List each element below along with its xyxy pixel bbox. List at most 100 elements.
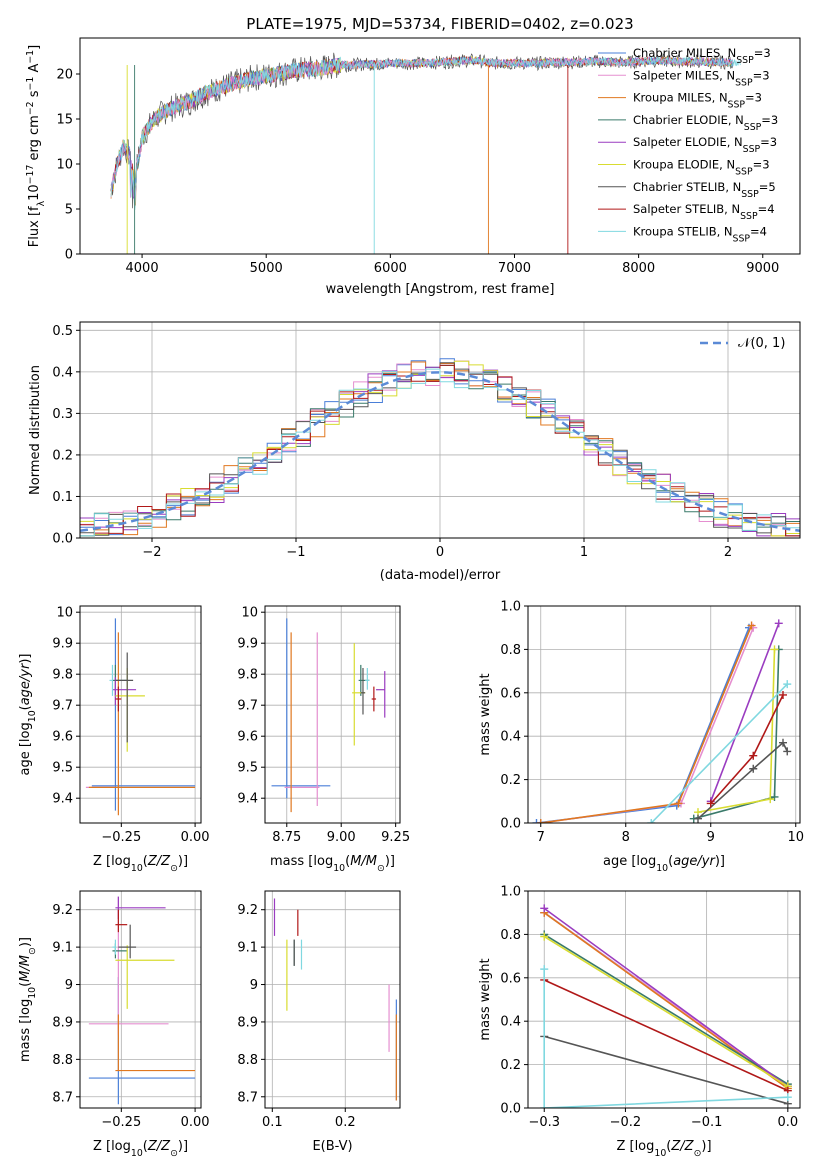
x-tick-label: −1 bbox=[286, 545, 305, 560]
legend-entry: Kroupa ELODIE, NSSP=3 bbox=[633, 158, 770, 178]
y-tick-label: 8.9 bbox=[52, 1015, 73, 1030]
x-tick-label: −0.2 bbox=[610, 1115, 642, 1130]
spectrum-ylabel-part: λ bbox=[36, 200, 47, 206]
y-tick-label: 0.5 bbox=[52, 324, 73, 339]
age-vs-Z-ylabel-part: age/yr bbox=[18, 662, 33, 705]
massweight-vs-age-xlabel-part: age [ bbox=[603, 854, 636, 869]
massweight-vs-Z-xlabel-part: ⊙ bbox=[694, 1148, 702, 1159]
axes-frame bbox=[79, 890, 202, 1109]
legend-entry-part: Salpeter STELIB, N bbox=[633, 202, 740, 216]
mass-vs-Z-xlabel-part: )] bbox=[178, 1139, 188, 1154]
mass-vs-Z-xlabel-part: ( bbox=[143, 1139, 148, 1154]
massweight-vs-age-xlabel-part: 10 bbox=[656, 863, 668, 874]
y-tick-label: 0.0 bbox=[52, 532, 73, 547]
legend-entry-part: SSP bbox=[735, 77, 753, 88]
y-tick-label: 9.9 bbox=[237, 637, 258, 652]
age-vs-Z-ylabel-part: age [ bbox=[18, 742, 33, 775]
weight-point bbox=[706, 799, 715, 808]
weight-series bbox=[543, 1035, 789, 1105]
axes-frame bbox=[264, 890, 401, 1109]
y-tick-label: 1.0 bbox=[500, 600, 521, 615]
weight-point bbox=[747, 621, 756, 630]
y-tick-label: 0 bbox=[65, 248, 73, 263]
y-tick-label: 0.3 bbox=[52, 407, 73, 422]
x-tick-label: 9 bbox=[707, 830, 715, 845]
mass-vs-EBV-xlabel: E(B-V) bbox=[312, 1139, 352, 1154]
axes-frame bbox=[527, 890, 801, 1109]
legend-entry-part: =4 bbox=[750, 224, 767, 238]
x-tick-label: −0.1 bbox=[691, 1115, 723, 1130]
weight-point bbox=[749, 764, 758, 773]
spectrum-ylabel-part: erg cm bbox=[27, 115, 42, 164]
massweight-vs-age-xlabel-part: log bbox=[636, 854, 656, 869]
legend-entry-part: =4 bbox=[758, 202, 775, 216]
age-vs-Z-ylabel-part: )] bbox=[18, 653, 33, 663]
y-tick-label: 10 bbox=[241, 606, 258, 621]
mass-vs-Z-ylabel-part: M/M bbox=[18, 955, 33, 982]
massweight-vs-Z-xlabel-part: Z [ bbox=[616, 1139, 634, 1154]
x-tick-label: 5000 bbox=[250, 261, 283, 276]
mass-vs-Z-xlabel-part: ⊙ bbox=[170, 1148, 178, 1159]
weight-point bbox=[647, 819, 656, 823]
x-tick-label: 8 bbox=[622, 830, 630, 845]
panels: 4000 5000 6000 7000 8000 900005101520waveleng… bbox=[18, 37, 804, 1159]
mass-vs-Z-xlabel-part: log bbox=[111, 1139, 131, 1154]
legend-entry: Kroupa STELIB, NSSP=4 bbox=[633, 224, 767, 244]
y-tick-label: 10 bbox=[56, 606, 73, 621]
spectrum-xlabel: wavelength [Angstrom, rest frame] bbox=[326, 282, 555, 297]
legend-entry-part: Chabrier STELIB, N bbox=[633, 180, 741, 194]
spectrum-ylabel-part: −17 bbox=[25, 165, 36, 185]
plot-area bbox=[110, 52, 741, 254]
y-tick-label: 8.8 bbox=[52, 1053, 73, 1068]
x-tick-label: 2 bbox=[724, 545, 732, 560]
histogram-series bbox=[80, 368, 800, 537]
mass-vs-EBV-xlabel-part: E(B-V) bbox=[312, 1139, 352, 1154]
x-tick-label: 0.00 bbox=[181, 1115, 210, 1130]
y-tick-label: 0.8 bbox=[500, 643, 521, 658]
weight-series bbox=[710, 623, 780, 802]
x-tick-label: 4000 bbox=[126, 261, 159, 276]
age-vs-Z-ylabel-part: 10 bbox=[27, 710, 38, 722]
age-vs-mass-xlabel-part: M/M bbox=[350, 854, 377, 869]
y-tick-label: 0.0 bbox=[500, 1102, 521, 1117]
massweight-vs-Z-xlabel-part: ( bbox=[666, 1139, 671, 1154]
massweight-vs-Z-xlabel-part: 10 bbox=[654, 1148, 666, 1159]
y-tick-label: 0.4 bbox=[52, 365, 73, 380]
weight-point bbox=[536, 819, 545, 823]
weight-point bbox=[694, 814, 702, 823]
legend-entry-part: Chabrier MILES, N bbox=[633, 46, 736, 60]
legend-entry-part: Chabrier ELODIE, N bbox=[633, 113, 744, 127]
spectrum-ylabel-part: s bbox=[27, 90, 42, 101]
legend-entry: 𝒩(0, 1) bbox=[738, 336, 785, 351]
mass-vs-Z-xlabel: Z [log10(Z/Z⊙)] bbox=[93, 1139, 188, 1159]
legend-entry-part: Salpeter ELODIE, N bbox=[633, 135, 743, 149]
y-tick-label: 9.4 bbox=[237, 792, 258, 807]
x-tick-label: 9.00 bbox=[327, 830, 356, 845]
legend-entry-part: =3 bbox=[753, 68, 770, 82]
weight-series bbox=[543, 933, 789, 1085]
y-tick-label: 0.8 bbox=[500, 928, 521, 943]
y-tick-label: 0.2 bbox=[52, 448, 73, 463]
x-tick-label: 10 bbox=[787, 830, 804, 845]
age-vs-Z-xlabel-part: Z/Z bbox=[147, 854, 171, 869]
legend-entry: Chabrier ELODIE, NSSP=3 bbox=[633, 113, 778, 132]
weight-point bbox=[774, 619, 783, 628]
y-tick-label: 9.4 bbox=[52, 792, 73, 807]
y-tick-label: 10 bbox=[56, 158, 73, 173]
y-tick-label: 0.6 bbox=[500, 686, 521, 701]
massweight-vs-age-xlabel-part: age/yr bbox=[673, 854, 716, 869]
weight-series bbox=[697, 741, 789, 820]
age-vs-Z-xlabel: Z [log10(Z/Z⊙)] bbox=[93, 854, 188, 874]
legend-entry-part: SSP bbox=[736, 55, 754, 66]
weight-point bbox=[779, 738, 787, 747]
plot-area bbox=[80, 358, 800, 537]
figure-title: PLATE=1975, MJD=53734, FIBERID=0402, z=0… bbox=[246, 15, 633, 33]
legend-entry-part: SSP bbox=[740, 211, 758, 222]
massweight-vs-age-ylabel: mass weight bbox=[478, 673, 493, 755]
age-vs-mass-xlabel-part: mass [ bbox=[270, 854, 313, 869]
legend-entry-part: =3 bbox=[754, 46, 771, 60]
x-tick-label: 0.0 bbox=[777, 1115, 798, 1130]
y-tick-label: 0.0 bbox=[500, 817, 521, 832]
x-tick-label: 9000 bbox=[746, 261, 779, 276]
